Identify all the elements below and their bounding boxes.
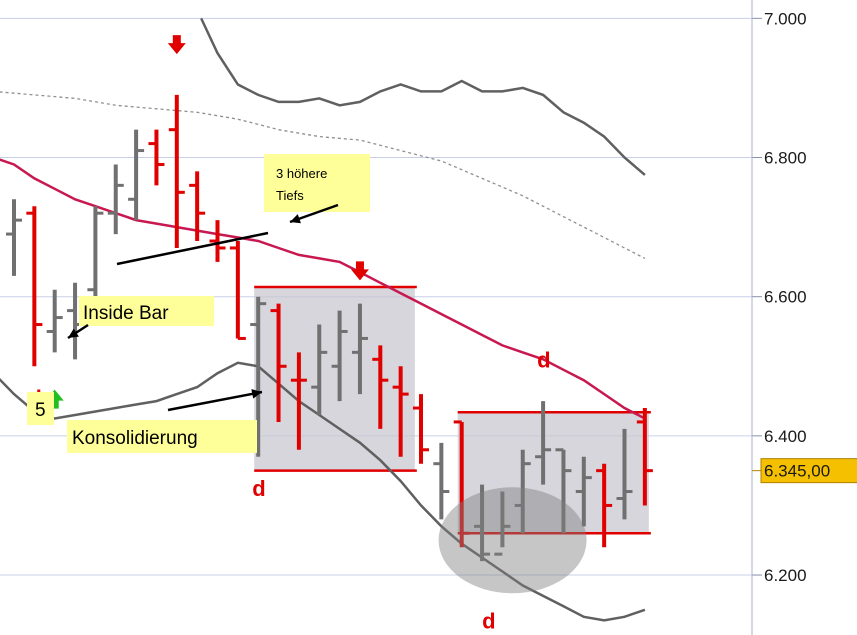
arrow-down-icon	[350, 261, 369, 281]
ohlc-bar	[331, 310, 348, 402]
annotation-inside-bar: Inside Bar	[79, 296, 214, 326]
last-price-tag	[760, 458, 857, 484]
axis-tick-label: 7.000	[764, 9, 807, 28]
consolidation-box	[457, 412, 649, 534]
last-price-label: 6.345,00	[764, 462, 830, 481]
ohlc-bar	[128, 129, 145, 221]
annotation-text: Tiefs	[276, 188, 304, 203]
divergence-label: d	[537, 347, 550, 372]
arrow-down-icon	[167, 35, 186, 55]
ohlc-bar	[453, 420, 470, 548]
upper-band-line	[200, 17, 646, 176]
ohlc-bar	[189, 171, 206, 242]
highlight-ellipse	[438, 487, 587, 594]
annotation-text: 3 höhere	[276, 166, 327, 181]
lower-band-line	[0, 361, 646, 622]
ohlc-bar	[87, 206, 104, 297]
ohlc-bar	[514, 449, 531, 534]
axis-tick-label: 6.200	[764, 566, 807, 585]
ohlc-bar	[209, 220, 226, 262]
pointer-konsolidierung	[167, 390, 263, 412]
annotation-box	[27, 392, 54, 425]
annotation-konsolidierung: Konsolidierung	[67, 420, 257, 453]
moving-average-line	[0, 158, 646, 420]
axis-tick-label: 6.600	[764, 288, 807, 307]
divergence-label: d	[252, 476, 265, 501]
ohlc-bar	[270, 303, 287, 422]
ohlc-bar	[168, 94, 185, 248]
annotation-count-5: 5	[27, 392, 54, 425]
annotation-text: 5	[35, 400, 46, 421]
ohlc-bar	[535, 401, 552, 485]
divergence-label: d	[482, 608, 495, 633]
annotation-box	[264, 154, 370, 212]
consolidation-boxes	[254, 285, 651, 535]
ohlc-bars	[6, 94, 653, 562]
ohlc-bar	[474, 484, 491, 562]
higher-lows-trendline	[116, 231, 269, 266]
ohlc-bar	[433, 442, 450, 520]
arrow-up-icon	[45, 389, 64, 409]
ohlc-bar	[392, 366, 409, 457]
ohlc-bar	[311, 324, 328, 415]
ohlc-bar	[351, 303, 368, 395]
axis-tick-label: 6.400	[764, 427, 807, 446]
ohlc-bar	[555, 448, 572, 534]
ohlc-bar	[46, 289, 63, 353]
ohlc-bar	[616, 428, 633, 520]
ohlc-bar	[290, 352, 307, 450]
ohlc-bar	[413, 394, 429, 464]
ohlc-bar	[372, 345, 389, 429]
ohlc-bar	[596, 463, 613, 548]
ohlc-bar	[229, 241, 246, 340]
highlight-layer	[438, 487, 587, 594]
middle-band-line	[0, 91, 646, 259]
ohlc-bar	[6, 199, 22, 276]
ohlc-bar	[494, 491, 511, 556]
annotation-hoehere-tiefs: 3 höhere Tiefs	[264, 154, 370, 212]
ohlc-bar	[575, 456, 592, 527]
annotation-text: Konsolidierung	[72, 428, 198, 449]
ohlc-bar	[26, 206, 43, 367]
ohlc-bar	[107, 164, 124, 235]
pointer-hoehere-tiefs-head	[290, 214, 301, 224]
annotation-box	[79, 296, 214, 326]
indicator-lines	[0, 17, 646, 622]
pointer-inside-bar-head	[68, 328, 79, 338]
annotation-text: Inside Bar	[83, 303, 169, 324]
annotation-box	[67, 420, 257, 453]
ohlc-bar	[148, 129, 165, 186]
axis-tick-label: 6.800	[764, 149, 807, 168]
ohlc-bar	[636, 408, 653, 506]
price-axis: 6.200 6.400 6.600 6.800 7.000 6.345,00	[751, 0, 857, 635]
ohlc-bar	[250, 296, 267, 457]
pointer-konsolidierung-head	[251, 389, 262, 399]
